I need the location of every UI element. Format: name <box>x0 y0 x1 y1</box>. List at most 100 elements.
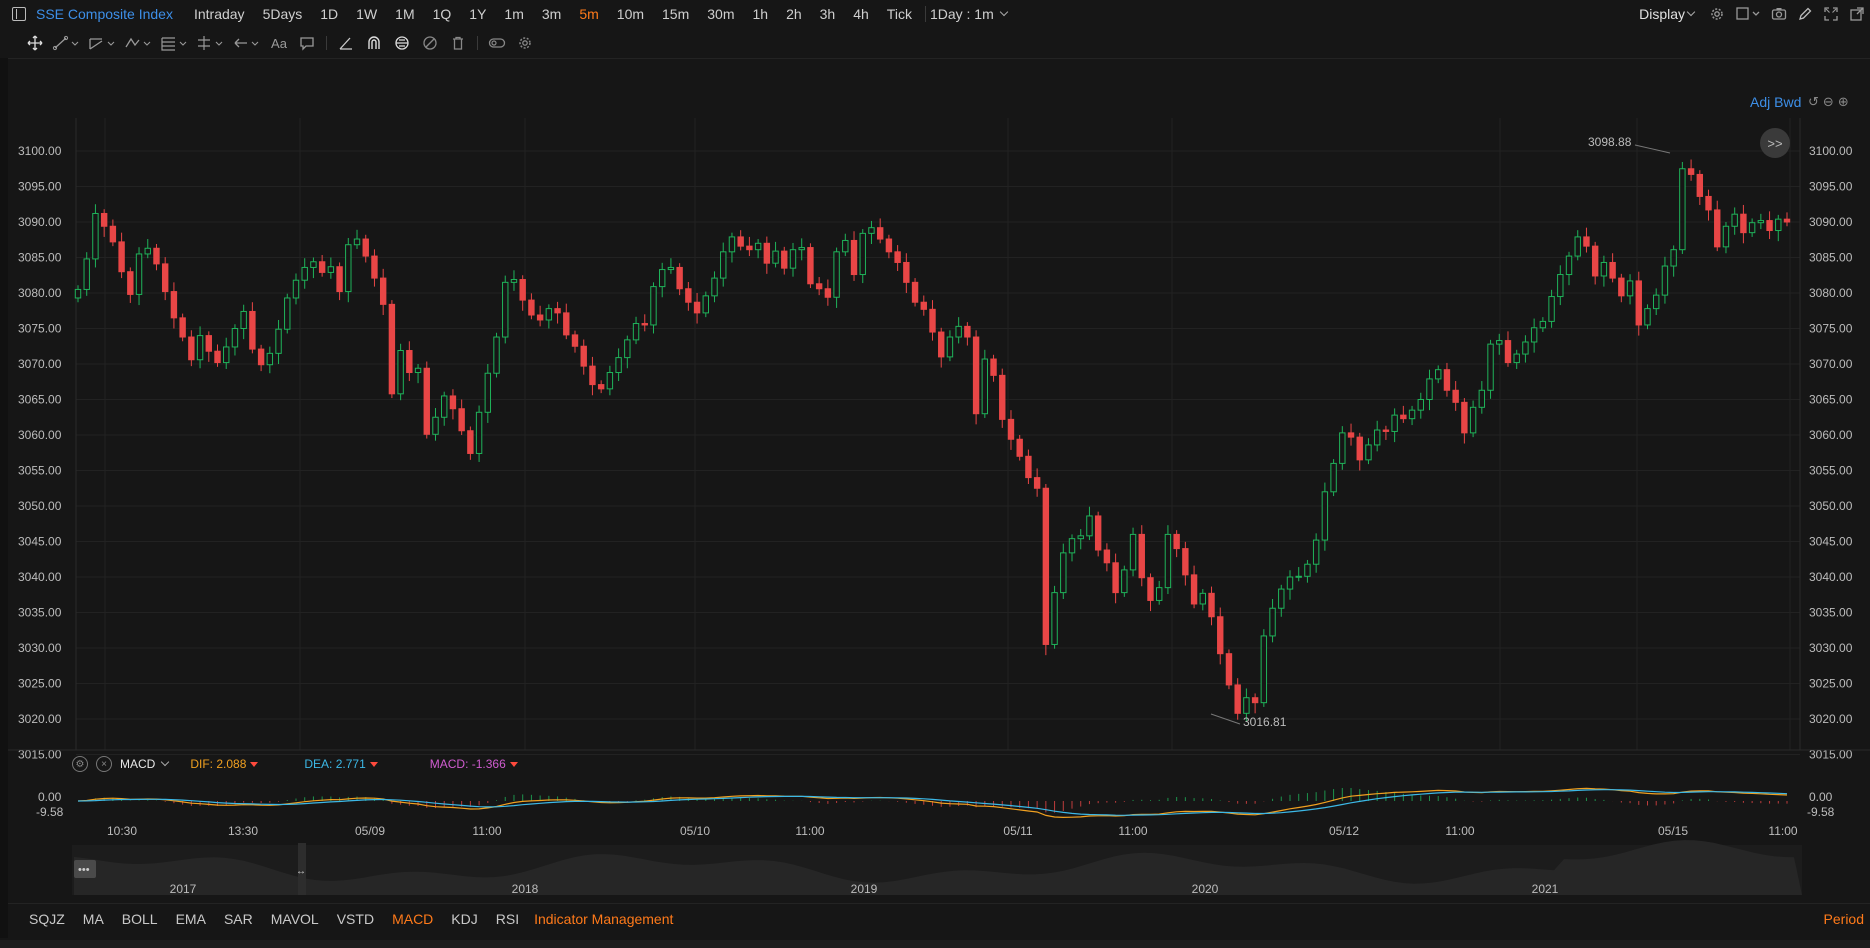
candle-down <box>685 288 692 303</box>
period-tab-3m[interactable]: 3m <box>541 6 562 22</box>
visibility-icon[interactable] <box>484 31 510 55</box>
price-tick-left: 3070.00 <box>18 357 62 371</box>
expand-icon[interactable] <box>1818 0 1844 28</box>
indicator-tab-ma[interactable]: MA <box>82 911 104 927</box>
period-tab-3h[interactable]: 3h <box>819 6 836 22</box>
price-tick-left: 3045.00 <box>18 535 62 549</box>
symbol-name[interactable]: SSE Composite Index <box>36 6 173 22</box>
macd-indicator-name[interactable]: MACD <box>120 757 156 771</box>
candle-up <box>345 244 352 293</box>
indicator-tab-kdj[interactable]: KDJ <box>451 911 478 927</box>
gear-icon[interactable] <box>1704 0 1730 28</box>
period-tab-2h[interactable]: 2h <box>786 6 802 22</box>
indicator-tab-rsi[interactable]: RSI <box>495 911 520 927</box>
camera-icon[interactable] <box>1766 0 1792 28</box>
period-tab-1q[interactable]: 1Q <box>432 6 452 22</box>
reset-icon[interactable]: ↺ <box>1808 94 1819 109</box>
macd-value[interactable]: MACD: -1.366 <box>430 757 518 771</box>
candle-down <box>1609 261 1616 279</box>
price-tick-right: 3050.00 <box>1809 499 1853 513</box>
period-tab-30m[interactable]: 30m <box>707 6 735 22</box>
channel-tool-icon[interactable] <box>86 31 120 55</box>
candle-up <box>711 277 718 297</box>
candle-up <box>275 328 282 354</box>
comment-tool-icon[interactable] <box>294 31 320 55</box>
candle-down <box>746 245 753 251</box>
indicator-tab-vstd[interactable]: VSTD <box>336 911 375 927</box>
candle-up <box>1557 274 1564 298</box>
display-button[interactable]: Display <box>1639 6 1696 22</box>
measure-tool-icon[interactable] <box>194 31 228 55</box>
candle-up <box>144 247 151 255</box>
period-tab-intraday[interactable]: Intraday <box>193 6 245 22</box>
macd-axis-bottom-right: -9.58 <box>1807 805 1835 819</box>
candle-down <box>318 261 326 273</box>
zoom-out-icon[interactable]: ⊖ <box>1822 94 1834 109</box>
pattern-tool-icon[interactable] <box>122 31 156 55</box>
range-navigator[interactable]: ••• ↔ 2017 2018 2019 2020 2021 <box>72 840 1802 896</box>
hide-icon[interactable] <box>417 31 443 55</box>
fib-tool-icon[interactable] <box>158 31 192 55</box>
angle-tool-icon[interactable] <box>333 31 359 55</box>
dif-value[interactable]: DIF: 2.088 <box>190 757 259 771</box>
pencil-icon[interactable] <box>1792 0 1818 28</box>
lock-icon[interactable] <box>389 31 415 55</box>
sidebar-toggle-icon[interactable] <box>12 7 26 21</box>
indicator-tab-sar[interactable]: SAR <box>223 911 253 927</box>
period-tab-5days[interactable]: 5Days <box>262 6 303 22</box>
scroll-to-latest-button[interactable]: >> <box>1760 128 1790 158</box>
new-window-icon[interactable] <box>1844 0 1870 28</box>
candle-up <box>1731 213 1738 227</box>
dea-value[interactable]: DEA: 2.771 <box>304 757 378 771</box>
move-cursor-icon[interactable] <box>22 31 48 55</box>
navigator-left-handle[interactable] <box>74 860 96 878</box>
candle-up <box>135 253 143 295</box>
navigator-split-handle[interactable] <box>298 843 306 895</box>
period-tab-15m[interactable]: 15m <box>662 6 690 22</box>
candle-down <box>336 266 343 293</box>
period-tab-10m[interactable]: 10m <box>616 6 645 22</box>
high-marker-label: 3098.88 <box>1588 135 1632 149</box>
period-tab-1m[interactable]: 1m <box>504 6 524 22</box>
zoom-in-icon[interactable]: ⊕ <box>1837 94 1849 109</box>
triangle-down-icon <box>369 761 378 767</box>
line-tool-icon[interactable] <box>50 31 84 55</box>
candle-down <box>1705 195 1712 211</box>
candle-down <box>885 238 893 253</box>
price-tick-right: 3085.00 <box>1809 251 1853 265</box>
text-tool-icon[interactable]: Aa <box>271 35 287 51</box>
period-select-dropdown[interactable]: 1Day : 1m <box>930 6 1009 22</box>
indicator-tab-mavol[interactable]: MAVOL <box>270 911 319 927</box>
delete-icon[interactable] <box>445 31 471 55</box>
period-tab-1w[interactable]: 1W <box>356 6 378 22</box>
period-tab-tick[interactable]: Tick <box>886 6 912 22</box>
price-tick-right: 3020.00 <box>1809 712 1853 726</box>
arrow-tool-icon[interactable] <box>230 31 264 55</box>
indicator-management-link[interactable]: Indicator Management <box>534 911 674 927</box>
layout-icon[interactable] <box>1730 0 1766 28</box>
candle-up <box>772 250 779 264</box>
magnet-icon[interactable] <box>361 31 387 55</box>
candle-up <box>1670 249 1677 267</box>
indicator-tab-ema[interactable]: EMA <box>175 911 206 927</box>
candle-down <box>1190 574 1198 605</box>
period-tab-5m[interactable]: 5m <box>579 6 599 22</box>
candle-up <box>1330 462 1337 493</box>
adjustment-button[interactable]: Adj Bwd <box>1750 94 1802 110</box>
chevron-down-icon[interactable] <box>161 757 170 767</box>
candle-down <box>458 408 465 432</box>
gear-icon[interactable]: ⚙ <box>72 756 88 772</box>
close-icon[interactable]: × <box>96 756 112 772</box>
period-link[interactable]: Period <box>1823 911 1864 927</box>
indicator-tab-macd[interactable]: MACD <box>392 911 434 927</box>
price-tick-left: 3050.00 <box>18 499 62 513</box>
indicator-tab-sqjz[interactable]: SQJZ <box>29 911 65 927</box>
period-tab-1m[interactable]: 1M <box>395 6 415 22</box>
period-tab-1d[interactable]: 1D <box>320 6 339 22</box>
period-tab-1y[interactable]: 1Y <box>469 6 487 22</box>
indicator-tab-boll[interactable]: BOLL <box>121 911 158 927</box>
settings-icon[interactable] <box>512 31 538 55</box>
period-tab-4h[interactable]: 4h <box>853 6 869 22</box>
period-tab-1h[interactable]: 1h <box>752 6 769 22</box>
